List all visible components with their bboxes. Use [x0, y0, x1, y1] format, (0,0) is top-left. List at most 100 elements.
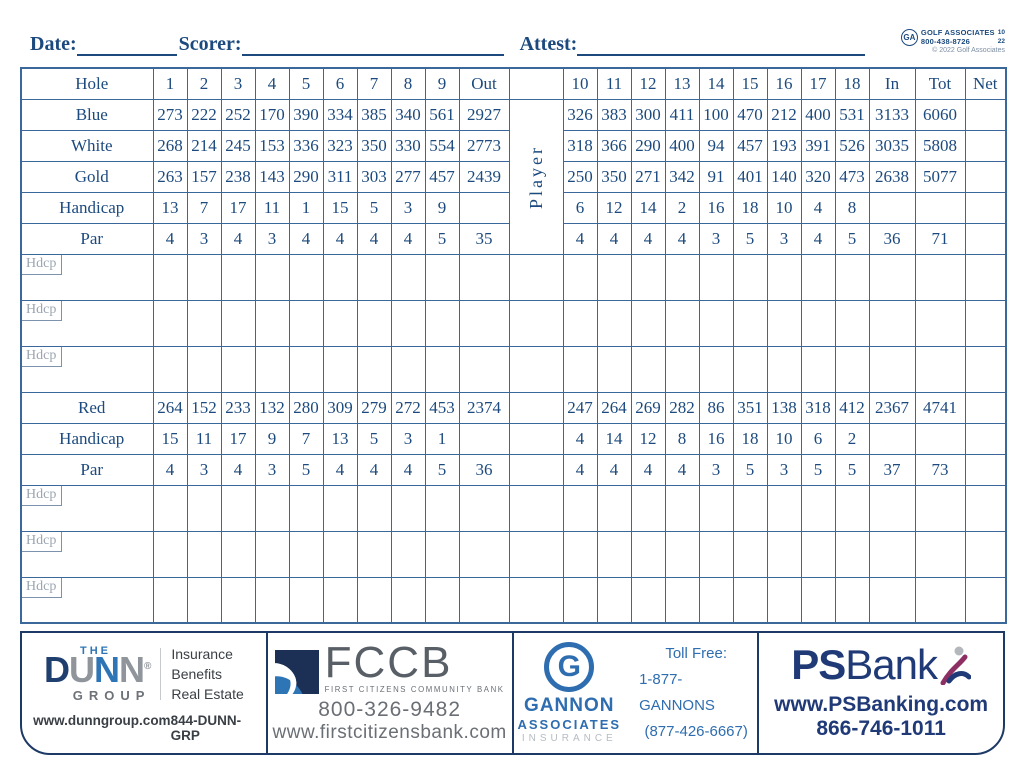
out-cell[interactable] — [458, 253, 510, 301]
score-cell[interactable] — [562, 253, 598, 301]
score-cell[interactable] — [186, 345, 222, 393]
tot-cell[interactable] — [914, 253, 966, 301]
out-cell[interactable] — [458, 530, 510, 578]
score-cell[interactable] — [254, 530, 290, 578]
score-cell[interactable] — [596, 253, 632, 301]
score-cell[interactable] — [766, 345, 802, 393]
score-cell[interactable] — [186, 530, 222, 578]
score-cell[interactable] — [424, 299, 460, 347]
score-cell[interactable] — [596, 345, 632, 393]
score-cell[interactable] — [152, 253, 188, 301]
score-cell[interactable] — [220, 484, 256, 532]
score-cell[interactable] — [288, 299, 324, 347]
score-cell[interactable] — [390, 484, 426, 532]
in-cell[interactable] — [868, 530, 916, 578]
player-column-cell[interactable] — [508, 530, 564, 578]
score-cell[interactable] — [424, 576, 460, 624]
tot-cell[interactable] — [914, 345, 966, 393]
score-cell[interactable] — [834, 253, 870, 301]
score-cell[interactable] — [254, 253, 290, 301]
score-cell[interactable] — [630, 576, 666, 624]
net-cell[interactable] — [964, 391, 1007, 424]
player-name-cell[interactable]: Hdcp — [20, 253, 154, 301]
score-cell[interactable] — [322, 530, 358, 578]
score-cell[interactable] — [288, 576, 324, 624]
score-cell[interactable] — [698, 530, 734, 578]
score-cell[interactable] — [800, 530, 836, 578]
player-column-cell[interactable] — [508, 345, 564, 393]
score-cell[interactable] — [664, 576, 700, 624]
in-cell[interactable] — [868, 345, 916, 393]
score-cell[interactable] — [390, 299, 426, 347]
score-cell[interactable] — [322, 576, 358, 624]
score-cell[interactable] — [220, 576, 256, 624]
score-cell[interactable] — [562, 299, 598, 347]
score-cell[interactable] — [800, 253, 836, 301]
score-cell[interactable] — [152, 484, 188, 532]
score-cell[interactable] — [152, 345, 188, 393]
score-cell[interactable] — [254, 299, 290, 347]
in-cell[interactable] — [868, 253, 916, 301]
score-cell[interactable] — [732, 530, 768, 578]
score-cell[interactable] — [186, 299, 222, 347]
score-cell[interactable] — [732, 253, 768, 301]
score-cell[interactable] — [630, 299, 666, 347]
score-cell[interactable] — [186, 576, 222, 624]
score-cell[interactable] — [834, 299, 870, 347]
score-cell[interactable] — [800, 299, 836, 347]
score-cell[interactable] — [562, 345, 598, 393]
net-cell[interactable] — [964, 98, 1007, 131]
score-cell[interactable] — [356, 299, 392, 347]
score-cell[interactable] — [288, 253, 324, 301]
score-cell[interactable] — [766, 253, 802, 301]
out-cell[interactable] — [458, 484, 510, 532]
score-cell[interactable] — [186, 253, 222, 301]
player-column-cell[interactable] — [508, 484, 564, 532]
player-column-cell[interactable] — [508, 576, 564, 624]
score-cell[interactable] — [288, 484, 324, 532]
score-cell[interactable] — [356, 576, 392, 624]
net-cell[interactable] — [964, 191, 1007, 224]
score-cell[interactable] — [322, 299, 358, 347]
player-name-cell[interactable]: Hdcp — [20, 345, 154, 393]
net-cell[interactable] — [964, 299, 1007, 347]
score-cell[interactable] — [834, 576, 870, 624]
score-cell[interactable] — [390, 530, 426, 578]
score-cell[interactable] — [800, 576, 836, 624]
score-cell[interactable] — [424, 484, 460, 532]
score-cell[interactable] — [220, 345, 256, 393]
net-cell[interactable] — [964, 422, 1007, 455]
score-cell[interactable] — [596, 299, 632, 347]
net-cell[interactable] — [964, 222, 1007, 255]
score-cell[interactable] — [220, 253, 256, 301]
score-cell[interactable] — [356, 345, 392, 393]
tot-cell[interactable] — [914, 484, 966, 532]
score-cell[interactable] — [356, 253, 392, 301]
score-cell[interactable] — [288, 345, 324, 393]
score-cell[interactable] — [698, 299, 734, 347]
in-cell[interactable] — [868, 299, 916, 347]
player-name-cell[interactable]: Hdcp — [20, 299, 154, 347]
score-cell[interactable] — [424, 253, 460, 301]
score-cell[interactable] — [766, 530, 802, 578]
score-cell[interactable] — [220, 530, 256, 578]
player-column-cell[interactable] — [508, 253, 564, 301]
score-cell[interactable] — [630, 253, 666, 301]
score-cell[interactable] — [254, 576, 290, 624]
out-cell[interactable] — [458, 345, 510, 393]
out-cell[interactable] — [458, 576, 510, 624]
in-cell[interactable] — [868, 484, 916, 532]
score-cell[interactable] — [732, 484, 768, 532]
score-cell[interactable] — [390, 576, 426, 624]
score-cell[interactable] — [322, 484, 358, 532]
score-cell[interactable] — [424, 530, 460, 578]
in-cell[interactable] — [868, 576, 916, 624]
score-cell[interactable] — [664, 299, 700, 347]
net-cell[interactable] — [964, 345, 1007, 393]
player-name-cell[interactable]: Hdcp — [20, 484, 154, 532]
score-cell[interactable] — [630, 345, 666, 393]
net-cell[interactable] — [964, 453, 1007, 486]
score-cell[interactable] — [664, 345, 700, 393]
score-cell[interactable] — [800, 484, 836, 532]
score-cell[interactable] — [732, 345, 768, 393]
